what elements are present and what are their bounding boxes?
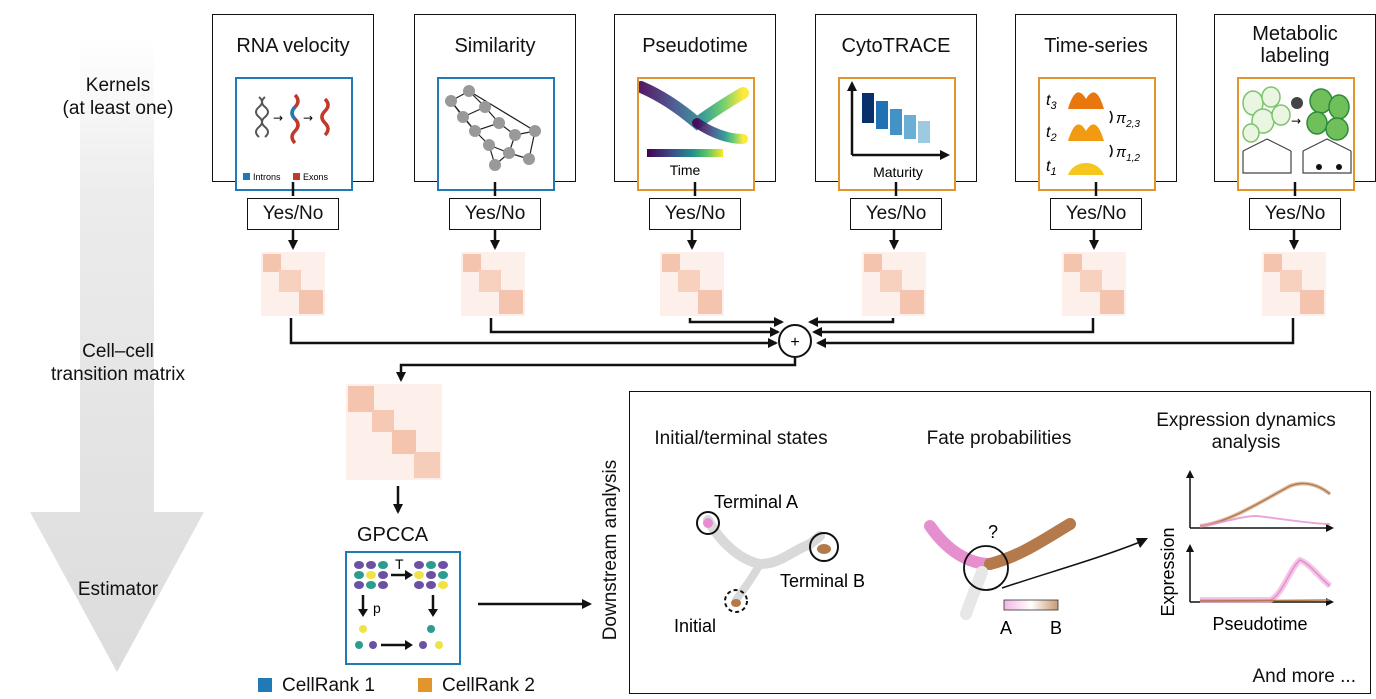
- svg-text:π2,3: π2,3: [1116, 110, 1140, 130]
- t3-label: t: [1046, 92, 1051, 109]
- legend-label: CellRank 1: [282, 675, 375, 696]
- row-label-line: (at least one): [62, 98, 174, 119]
- svg-text:π1,2: π1,2: [1116, 144, 1140, 164]
- gpcca-illustration: T p: [345, 551, 461, 665]
- combine-symbol: +: [790, 334, 799, 351]
- legend-swatch-orange: [418, 678, 432, 692]
- svg-text:t3: t3: [1046, 92, 1057, 112]
- t2-sub: 2: [1049, 132, 1056, 144]
- svg-text:→: →: [303, 111, 313, 125]
- svg-text:→: →: [273, 111, 283, 125]
- kernel-matrix: [461, 252, 525, 316]
- and-more-label: And more ...: [1252, 666, 1357, 687]
- pi23-sub: 2,3: [1125, 119, 1140, 130]
- kernel-rna-velocity: RNA velocity → → Introns Exons: [212, 14, 374, 191]
- pipeline-arrow: [30, 36, 204, 672]
- cytotrace-caption: Maturity: [873, 164, 923, 180]
- kernel-illustration: [437, 77, 555, 191]
- yes-no-toggle: Yes/No: [449, 198, 541, 230]
- row-label-estimator: Estimator: [77, 579, 159, 600]
- time-series-distributions: t3 t2 t1 π2,3 π1,2: [1046, 92, 1140, 178]
- expression-title-line: Expression dynamics: [1156, 410, 1336, 431]
- gpcca-diagram: T p: [354, 556, 448, 650]
- kernel-matrix: [1262, 252, 1326, 316]
- t2-label: t: [1046, 124, 1051, 141]
- kernel-similarity: Similarity: [414, 14, 576, 191]
- row-label-line: Cell–cell: [82, 341, 154, 362]
- pseudotime-caption: Time: [670, 162, 701, 178]
- yes-no-toggle: Yes/No: [1050, 198, 1142, 230]
- fate-a-label: A: [1000, 618, 1012, 638]
- transition-matrix: [346, 384, 442, 480]
- yes-no-toggle: Yes/No: [247, 198, 339, 230]
- terminal-b-label: Terminal B: [780, 571, 865, 591]
- row-label-kernels: Kernels (at least one): [28, 74, 208, 120]
- initial-label: Initial: [674, 616, 716, 636]
- yes-no-toggle: Yes/No: [1249, 198, 1341, 230]
- fate-question-mark: ?: [988, 522, 998, 542]
- kernel-title-line: Metabolic: [1252, 23, 1338, 45]
- similarity-graph: [445, 85, 541, 171]
- kernel-illustration: →: [1237, 77, 1355, 191]
- gpcca-t-label: T: [395, 556, 404, 572]
- kernel-title: Similarity: [454, 35, 536, 57]
- legend-label: CellRank 2: [442, 675, 535, 696]
- kernel-cytotrace: CytoTRACE Maturity: [815, 14, 977, 191]
- t1-sub: 1: [1050, 166, 1056, 178]
- expression-title-line: analysis: [1211, 432, 1281, 453]
- legend-swatch-blue: [258, 678, 272, 692]
- kernel-title: RNA velocity: [236, 35, 350, 57]
- t3-sub: 3: [1050, 100, 1057, 112]
- rna-velocity-illustration: → → Introns Exons: [243, 93, 330, 182]
- pseudotime-embedding: Time: [635, 81, 749, 178]
- fate-probabilities-title: Fate probabilities: [926, 428, 1072, 449]
- kernel-illustration: Maturity: [838, 77, 956, 191]
- terminal-a-label: Terminal A: [714, 492, 798, 512]
- t1-label: t: [1046, 158, 1051, 175]
- svg-text:→: →: [1291, 114, 1301, 128]
- downstream-illustrations: Terminal A Terminal B Initial ? A B: [674, 470, 1334, 638]
- pi23-label: π: [1116, 110, 1127, 127]
- pi12-sub: 1,2: [1126, 153, 1140, 164]
- pi12-label: π: [1116, 144, 1127, 161]
- legend-cellrank-1: CellRank 1: [258, 675, 375, 697]
- expression-dynamics-title: Expression dynamics analysis: [1136, 410, 1356, 454]
- metabolic-labeling-cells: →: [1242, 86, 1352, 174]
- kernel-illustration: → → Introns Exons: [235, 77, 353, 191]
- expression-xlabel: Pseudotime: [1212, 614, 1307, 634]
- kernel-title: Time-series: [1044, 35, 1148, 57]
- svg-text:t1: t1: [1046, 158, 1057, 178]
- kernel-matrix: [862, 252, 926, 316]
- legend-introns: Introns: [253, 172, 281, 182]
- downstream-analysis-label: Downstream analysis: [600, 459, 621, 641]
- yes-no-toggle: Yes/No: [649, 198, 741, 230]
- row-label-line: Kernels: [85, 75, 151, 96]
- legend-exons: Exons: [303, 172, 329, 182]
- expression-ylabel: Expression: [1158, 527, 1178, 616]
- kernel-title: CytoTRACE: [841, 35, 951, 57]
- kernel-title: Pseudotime: [642, 35, 748, 57]
- cytotrace-bars: Maturity: [847, 81, 950, 180]
- kernel-illustration: Time: [635, 77, 755, 191]
- row-label-transition: Cell–cell transition matrix: [18, 340, 218, 386]
- initial-terminal-title: Initial/terminal states: [654, 428, 828, 449]
- kernel-pseudotime: Pseudotime Time: [614, 14, 776, 191]
- yes-no-toggle: Yes/No: [850, 198, 942, 230]
- fate-b-label: B: [1050, 618, 1062, 638]
- kernel-matrix: [1062, 252, 1126, 316]
- gpcca-p-label: p: [373, 600, 381, 616]
- row-label-line: transition matrix: [50, 364, 186, 385]
- estimator-name: GPCCA: [357, 524, 429, 546]
- kernel-matrix: [660, 252, 724, 316]
- kernel-title: Metabolic labeling: [1215, 23, 1375, 67]
- svg-text:t2: t2: [1046, 124, 1057, 144]
- downstream-panel: Initial/terminal states Fate probabiliti…: [629, 391, 1371, 694]
- kernel-title-line: labeling: [1260, 45, 1330, 67]
- legend-cellrank-2: CellRank 2: [418, 675, 535, 697]
- kernel-matrix: [261, 252, 325, 316]
